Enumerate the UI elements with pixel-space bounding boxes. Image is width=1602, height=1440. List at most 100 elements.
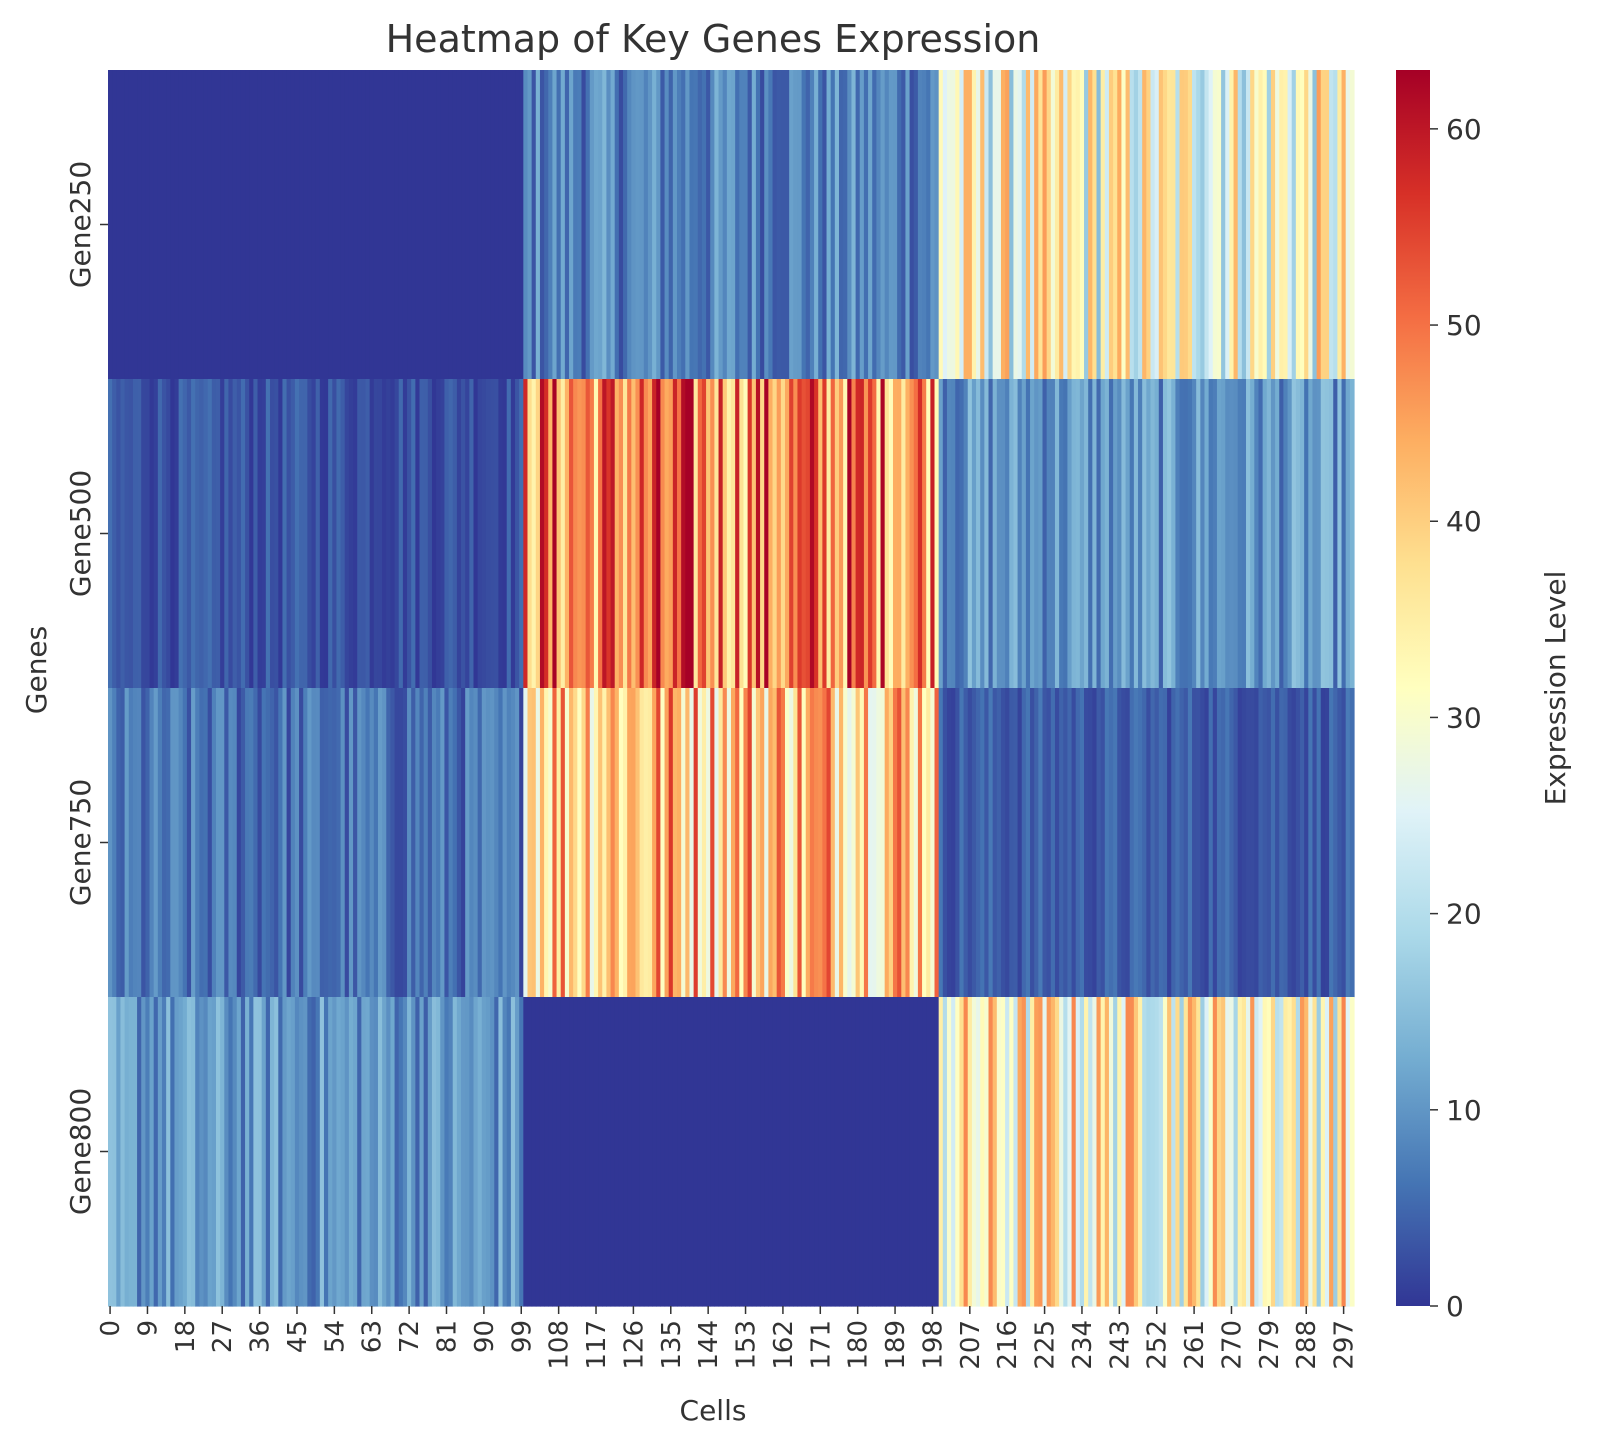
heatmap-cell (166, 688, 171, 998)
heatmap-cell (365, 997, 371, 1307)
heatmap-cell (128, 688, 134, 998)
heatmap-cell (855, 379, 861, 689)
heatmap-cell (1279, 997, 1284, 1307)
heatmap-cell (182, 997, 188, 1307)
heatmap-cell (1192, 70, 1197, 380)
heatmap-cell (980, 379, 985, 689)
heatmap-cell (124, 688, 130, 998)
heatmap-cell (323, 70, 329, 380)
heatmap-cell (490, 379, 495, 689)
heatmap-cell (232, 997, 238, 1307)
heatmap-cell (731, 70, 736, 380)
heatmap-cell (851, 70, 857, 380)
heatmap-cell (743, 997, 749, 1307)
heatmap-cell (1316, 997, 1322, 1307)
heatmap-cell (1304, 688, 1309, 998)
heatmap-cell (726, 997, 732, 1307)
heatmap-cell (166, 70, 171, 380)
heatmap-cell (710, 688, 715, 998)
heatmap-cell (394, 688, 400, 998)
heatmap-cell (739, 997, 745, 1307)
heatmap-cell (1079, 688, 1085, 998)
heatmap-cell (668, 688, 674, 998)
x-tick-label: 288 (1292, 1320, 1322, 1370)
heatmap-cell (855, 997, 861, 1307)
heatmap-cell (693, 70, 699, 380)
heatmap-cell (901, 997, 907, 1307)
heatmap-cell (1013, 688, 1019, 998)
heatmap-cell (469, 997, 475, 1307)
heatmap-cell (863, 688, 869, 998)
heatmap-cell (843, 688, 848, 998)
heatmap-cell (623, 688, 628, 998)
heatmap-cell (1113, 997, 1118, 1307)
heatmap-cell (1030, 997, 1035, 1307)
heatmap-cell (315, 70, 321, 380)
heatmap-cell (1300, 997, 1305, 1307)
heatmap-cell (926, 379, 931, 689)
heatmap-cell (980, 688, 985, 998)
heatmap-cell (1054, 997, 1060, 1307)
heatmap-cell (602, 70, 607, 380)
heatmap-cell (1295, 70, 1301, 380)
heatmap-cell (253, 997, 259, 1307)
heatmap-cell (531, 379, 537, 689)
colorbar (1396, 70, 1430, 1306)
heatmap-cell (747, 997, 753, 1307)
heatmap-cell (1121, 70, 1127, 380)
heatmap-cell (461, 997, 466, 1307)
heatmap-cell (436, 688, 441, 998)
x-tick-label: 270 (1217, 1320, 1247, 1370)
heatmap-cell (228, 70, 234, 380)
heatmap-cell (348, 379, 354, 689)
heatmap-cell (747, 688, 753, 998)
heatmap-cell (967, 688, 973, 998)
heatmap-cell (1046, 70, 1052, 380)
heatmap-cell (560, 997, 566, 1307)
heatmap-cell (967, 997, 973, 1307)
x-tick-label: 189 (881, 1320, 911, 1370)
heatmap-cell (108, 688, 113, 998)
heatmap-cell (639, 379, 645, 689)
heatmap-cell (1050, 379, 1056, 689)
heatmap-cell (502, 379, 508, 689)
heatmap-cell (797, 70, 803, 380)
heatmap-cell (793, 688, 799, 998)
heatmap-cell (755, 688, 761, 998)
heatmap-cell (1133, 997, 1139, 1307)
heatmap-cell (220, 688, 225, 998)
heatmap-cell (1304, 379, 1309, 689)
heatmap-cell (1270, 688, 1276, 998)
heatmap-cell (444, 688, 450, 998)
heatmap-cell (394, 379, 400, 689)
heatmap-cell (955, 379, 961, 689)
heatmap-cell (689, 379, 695, 689)
heatmap-cell (402, 997, 408, 1307)
heatmap-cell (1341, 70, 1347, 380)
heatmap-cell (1304, 997, 1309, 1307)
heatmap-cell (1266, 997, 1272, 1307)
heatmap-cell (884, 688, 890, 998)
heatmap-cell (755, 379, 761, 689)
heatmap-cell (818, 688, 823, 998)
heatmap-cell (589, 997, 595, 1307)
heatmap-cell (623, 70, 628, 380)
heatmap-cell (515, 688, 520, 998)
heatmap-cell (1138, 688, 1143, 998)
heatmap-cell (203, 379, 209, 689)
heatmap-cell (1300, 70, 1305, 380)
heatmap-cell (473, 688, 479, 998)
heatmap-cell (1030, 70, 1035, 380)
heatmap-cell (685, 997, 691, 1307)
heatmap-cell (1196, 688, 1201, 998)
heatmap-cell (689, 997, 695, 1307)
heatmap-cell (780, 379, 786, 689)
heatmap-cell (315, 688, 321, 998)
heatmap-cell (814, 997, 819, 1307)
heatmap-cell (286, 688, 292, 998)
heatmap-cell (1009, 997, 1015, 1307)
x-tick-label: 90 (470, 1320, 500, 1353)
heatmap-cell (602, 688, 607, 998)
heatmap-cell (452, 688, 458, 998)
